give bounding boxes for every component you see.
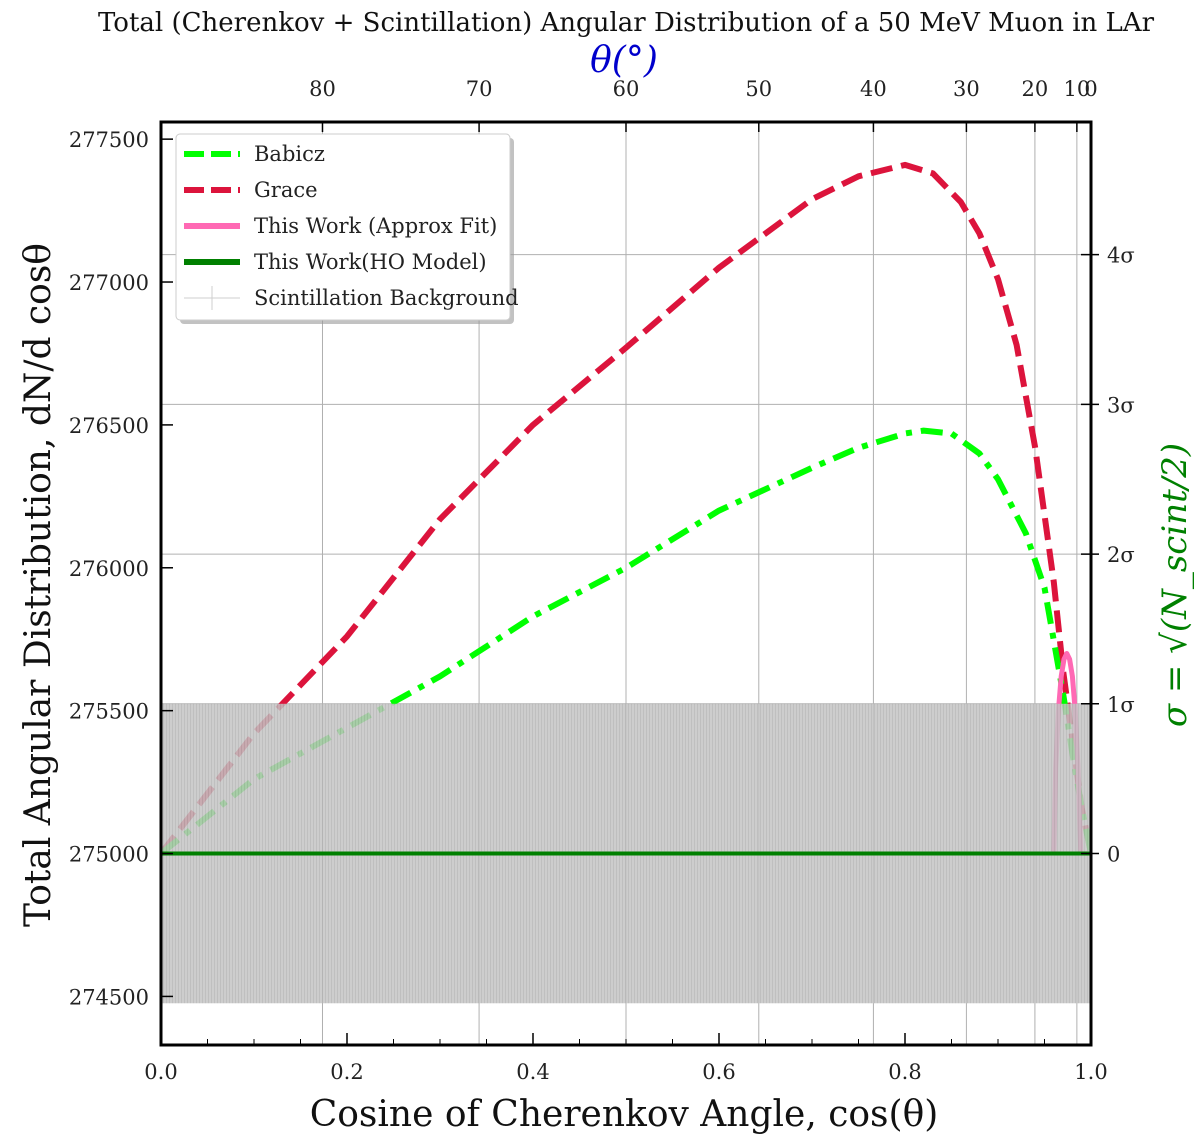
legend-label: Babicz (254, 142, 325, 166)
right-tick-label: 1σ (1107, 693, 1135, 717)
right-tick-label: 2σ (1107, 543, 1135, 567)
chart-title: Total (Cherenkov + Scintillation) Angula… (98, 8, 1155, 38)
top-tick-label: 70 (466, 77, 493, 101)
top-tick-label: 50 (745, 77, 772, 101)
x-tick-label: 0.8 (888, 1060, 921, 1084)
top-tick-label: 30 (953, 77, 980, 101)
y-tick-label: 277500 (69, 128, 149, 152)
top-tick-label: 10 (1064, 77, 1091, 101)
x-tick-label: 1.0 (1074, 1060, 1107, 1084)
legend: Babicz Grace This Work (Approx Fit) This Wo… (175, 133, 519, 324)
x-tick-label: 0.6 (702, 1060, 735, 1084)
legend-label: This Work (Approx Fit) (254, 214, 497, 238)
x-tick-label: 0.2 (330, 1060, 363, 1084)
plot-area (161, 161, 1091, 1004)
top-tick-label: 40 (860, 77, 887, 101)
y-tick-label: 275500 (69, 700, 149, 724)
x-axis-label: Cosine of Cherenkov Angle, cos(θ) (310, 1094, 939, 1135)
legend-box (175, 133, 511, 321)
right-tick-label: 4σ (1107, 244, 1135, 268)
legend-label: Scintillation Background (254, 286, 519, 310)
right-tick-label: 3σ (1107, 393, 1135, 417)
right-tick-label: 0 (1107, 843, 1120, 867)
legend-label: This Work(HO Model) (254, 250, 487, 274)
y-tick-label: 275000 (69, 843, 149, 867)
top-axis-label: θ(°) (590, 40, 658, 81)
right-axis-label: σ = √(N_scint/2) (1155, 443, 1195, 727)
x-tick-label: 0.4 (516, 1060, 549, 1084)
y-tick-label: 276000 (69, 557, 149, 581)
legend-label: Grace (254, 178, 318, 202)
top-tick-label: 0 (1084, 77, 1097, 101)
y-axis-label: Total Angular Distribution, dN/d cosθ (18, 243, 59, 927)
axes: 0.0 0.2 0.4 0.6 0.8 1.0 274500 275000 275500 2760… (69, 77, 1135, 1084)
y-tick-label: 274500 (69, 985, 149, 1009)
top-tick-label: 60 (613, 77, 640, 101)
top-tick-label: 80 (309, 77, 336, 101)
top-tick-label: 20 (1022, 77, 1049, 101)
y-tick-label: 276500 (69, 414, 149, 438)
y-tick-label: 277000 (69, 271, 149, 295)
x-tick-label: 0.0 (144, 1060, 177, 1084)
series-line-grace (161, 161, 1091, 856)
